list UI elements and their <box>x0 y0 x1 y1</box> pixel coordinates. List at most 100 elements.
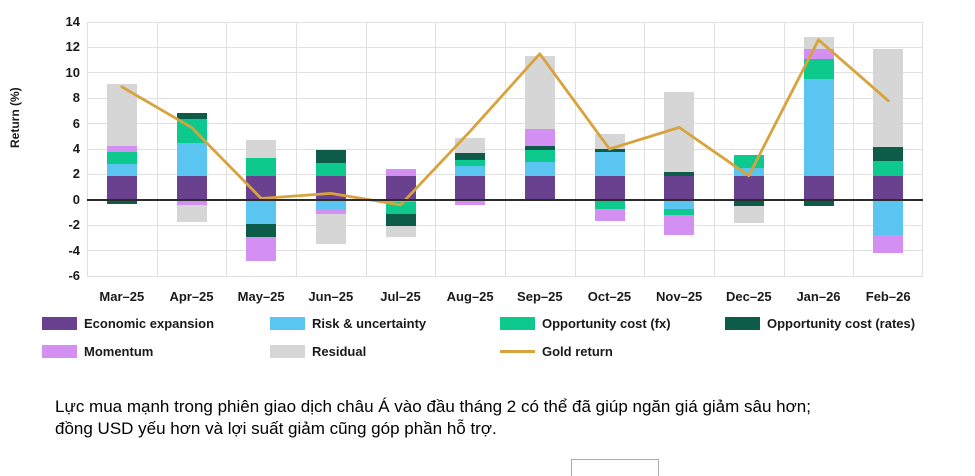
bar-segment <box>176 113 207 119</box>
legend-color-swatch <box>500 317 535 330</box>
x-tick-label: Jun–25 <box>308 289 354 304</box>
gridline-vertical <box>226 22 227 276</box>
gridline-vertical <box>853 22 854 276</box>
bar-segment <box>873 161 904 176</box>
bar-segment <box>455 160 486 166</box>
bar-segment <box>246 199 277 224</box>
legend-color-swatch <box>42 317 77 330</box>
bar-segment <box>733 168 764 176</box>
x-tick-label: Aug–25 <box>446 289 494 304</box>
bar-segment <box>524 149 555 162</box>
bar-segment <box>385 199 416 203</box>
x-tick-label: Nov–25 <box>656 289 703 304</box>
legend-color-swatch <box>270 317 305 330</box>
bar-segment <box>176 175 207 200</box>
legend-item-residual: Residual <box>270 344 366 359</box>
bar-segment <box>803 199 834 206</box>
x-tick-label: Apr–25 <box>169 289 214 304</box>
x-tick-label: May–25 <box>237 289 285 304</box>
y-tick-label: 6 <box>72 115 80 131</box>
gridline-vertical <box>296 22 297 276</box>
caption-line-1: Lực mua mạnh trong phiên giao dịch châu … <box>55 397 811 416</box>
bar-segment <box>106 151 137 165</box>
bar-segment <box>385 214 416 227</box>
bar-segment <box>733 206 764 223</box>
bar-segment <box>455 199 486 205</box>
bar-segment <box>246 157 277 176</box>
legend-item-risk-uncertainty: Risk & uncertainty <box>270 316 426 331</box>
legend-item-opportunity-cost-fx: Opportunity cost (fx) <box>500 316 671 331</box>
bar-segment <box>803 79 834 176</box>
legend-color-swatch <box>42 345 77 358</box>
y-tick-label: 2 <box>72 166 80 182</box>
partial-cropped-box[interactable] <box>571 459 659 476</box>
legend-item-economic-expansion: Economic expansion <box>42 316 214 331</box>
gridline-vertical <box>366 22 367 276</box>
bar-segment <box>106 84 137 147</box>
bar-segment <box>524 161 555 176</box>
gridline-vertical <box>644 22 645 276</box>
bar-segment <box>873 175 904 200</box>
bar-segment <box>803 175 834 200</box>
legend-label: Gold return <box>542 344 613 359</box>
x-tick-label: Jul–25 <box>380 289 421 304</box>
gridline-vertical <box>505 22 506 276</box>
gridline-vertical <box>922 22 923 276</box>
legend-line-swatch <box>500 350 535 353</box>
bar-segment <box>176 204 207 223</box>
bar-segment <box>594 199 625 210</box>
bar-segment <box>455 137 486 153</box>
gridline-vertical <box>87 22 88 276</box>
bar-segment <box>385 226 416 237</box>
bar-segment <box>176 199 207 205</box>
bar-segment <box>106 146 137 152</box>
bar-segment <box>106 199 137 204</box>
bar-segment <box>524 129 555 147</box>
bar-segment <box>664 215 695 236</box>
x-tick-label: Jan–26 <box>796 289 841 304</box>
bar-segment <box>315 209 346 215</box>
y-tick-label: -6 <box>68 268 80 283</box>
bar-segment <box>594 149 625 153</box>
zero-axis-line <box>87 198 923 201</box>
bar-segment <box>455 175 486 200</box>
caption-text: Lực mua mạnh trong phiên giao dịch châu … <box>55 396 945 439</box>
legend-item-momentum: Momentum <box>42 344 153 359</box>
bar-segment <box>873 234 904 254</box>
x-tick-label: Oct–25 <box>587 289 632 304</box>
legend-label: Economic expansion <box>84 316 215 331</box>
gridline-vertical <box>714 22 715 276</box>
y-tick-label: -2 <box>68 217 80 233</box>
gridline-horizontal <box>87 275 923 277</box>
bar-segment <box>315 199 346 210</box>
bar-segment <box>246 140 277 158</box>
bar-segment <box>455 152 486 161</box>
x-tick-label: Feb–26 <box>865 289 911 304</box>
y-tick-label: 12 <box>65 39 80 55</box>
bar-segment <box>315 214 346 245</box>
bar-segment <box>733 175 764 200</box>
chart-plot-area <box>87 21 923 277</box>
x-tick-label: Mar–25 <box>99 289 145 304</box>
bar-segment <box>106 164 137 176</box>
bar-segment <box>664 208 695 216</box>
legend-label: Opportunity cost (fx) <box>542 316 671 331</box>
bar-segment <box>246 236 277 261</box>
y-tick-label: -4 <box>68 242 80 258</box>
x-tick-label: Dec–25 <box>726 289 772 304</box>
gridline-vertical <box>157 22 158 276</box>
legend-label: Risk & uncertainty <box>312 316 427 331</box>
bar-segment <box>594 209 625 221</box>
bar-segment <box>664 199 695 209</box>
bar-segment <box>803 48 834 59</box>
gridline-vertical <box>435 22 436 276</box>
bar-segment <box>664 171 695 176</box>
y-tick-label: 4 <box>72 141 80 156</box>
legend-label: Momentum <box>84 344 154 359</box>
x-tick-label: Sep–25 <box>517 289 563 304</box>
legend-color-swatch <box>725 317 760 330</box>
bar-segment <box>246 223 277 237</box>
bar-segment <box>594 175 625 200</box>
gridline-vertical <box>575 22 576 276</box>
